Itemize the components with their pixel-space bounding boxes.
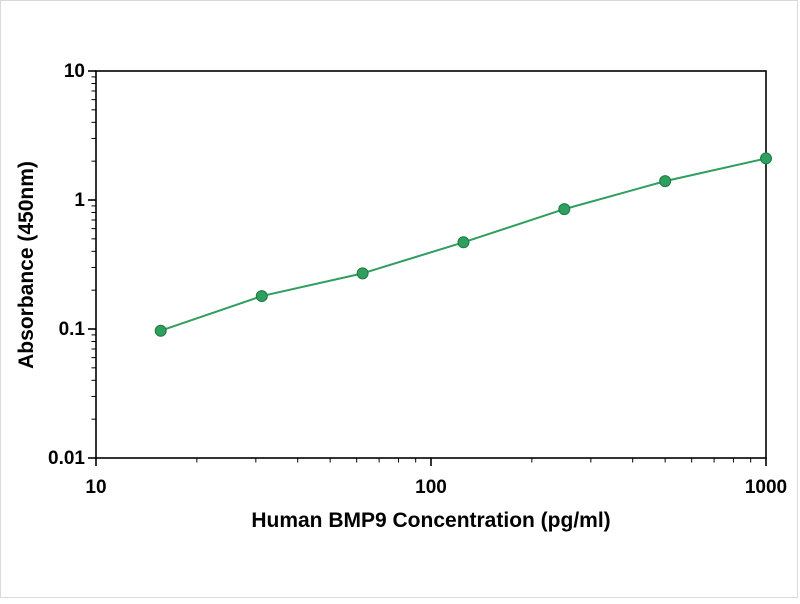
data-point — [154, 324, 167, 337]
plot-area-border — [95, 70, 767, 459]
y-tick-label-0-1: 0.1 — [59, 319, 86, 340]
x-tick-label-10: 10 — [85, 477, 106, 498]
x-axis-title: Human BMP9 Concentration (pg/ml) — [251, 509, 610, 532]
data-point — [760, 152, 772, 165]
data-point — [659, 175, 672, 188]
x-tick-label-100: 100 — [415, 477, 447, 498]
y-tick-label-0-01: 0.01 — [48, 448, 85, 469]
data-point — [356, 267, 369, 280]
axis-ticks — [88, 70, 767, 466]
data-series — [154, 152, 772, 337]
y-tick-label-10: 10 — [64, 61, 85, 82]
x-tick-label-1000: 1000 — [745, 477, 787, 498]
y-axis-title: Absorbance (450nm) — [15, 161, 38, 369]
y-tick-label-1: 1 — [74, 190, 85, 211]
data-point — [558, 203, 571, 216]
data-point — [255, 290, 268, 303]
data-point — [457, 236, 470, 249]
